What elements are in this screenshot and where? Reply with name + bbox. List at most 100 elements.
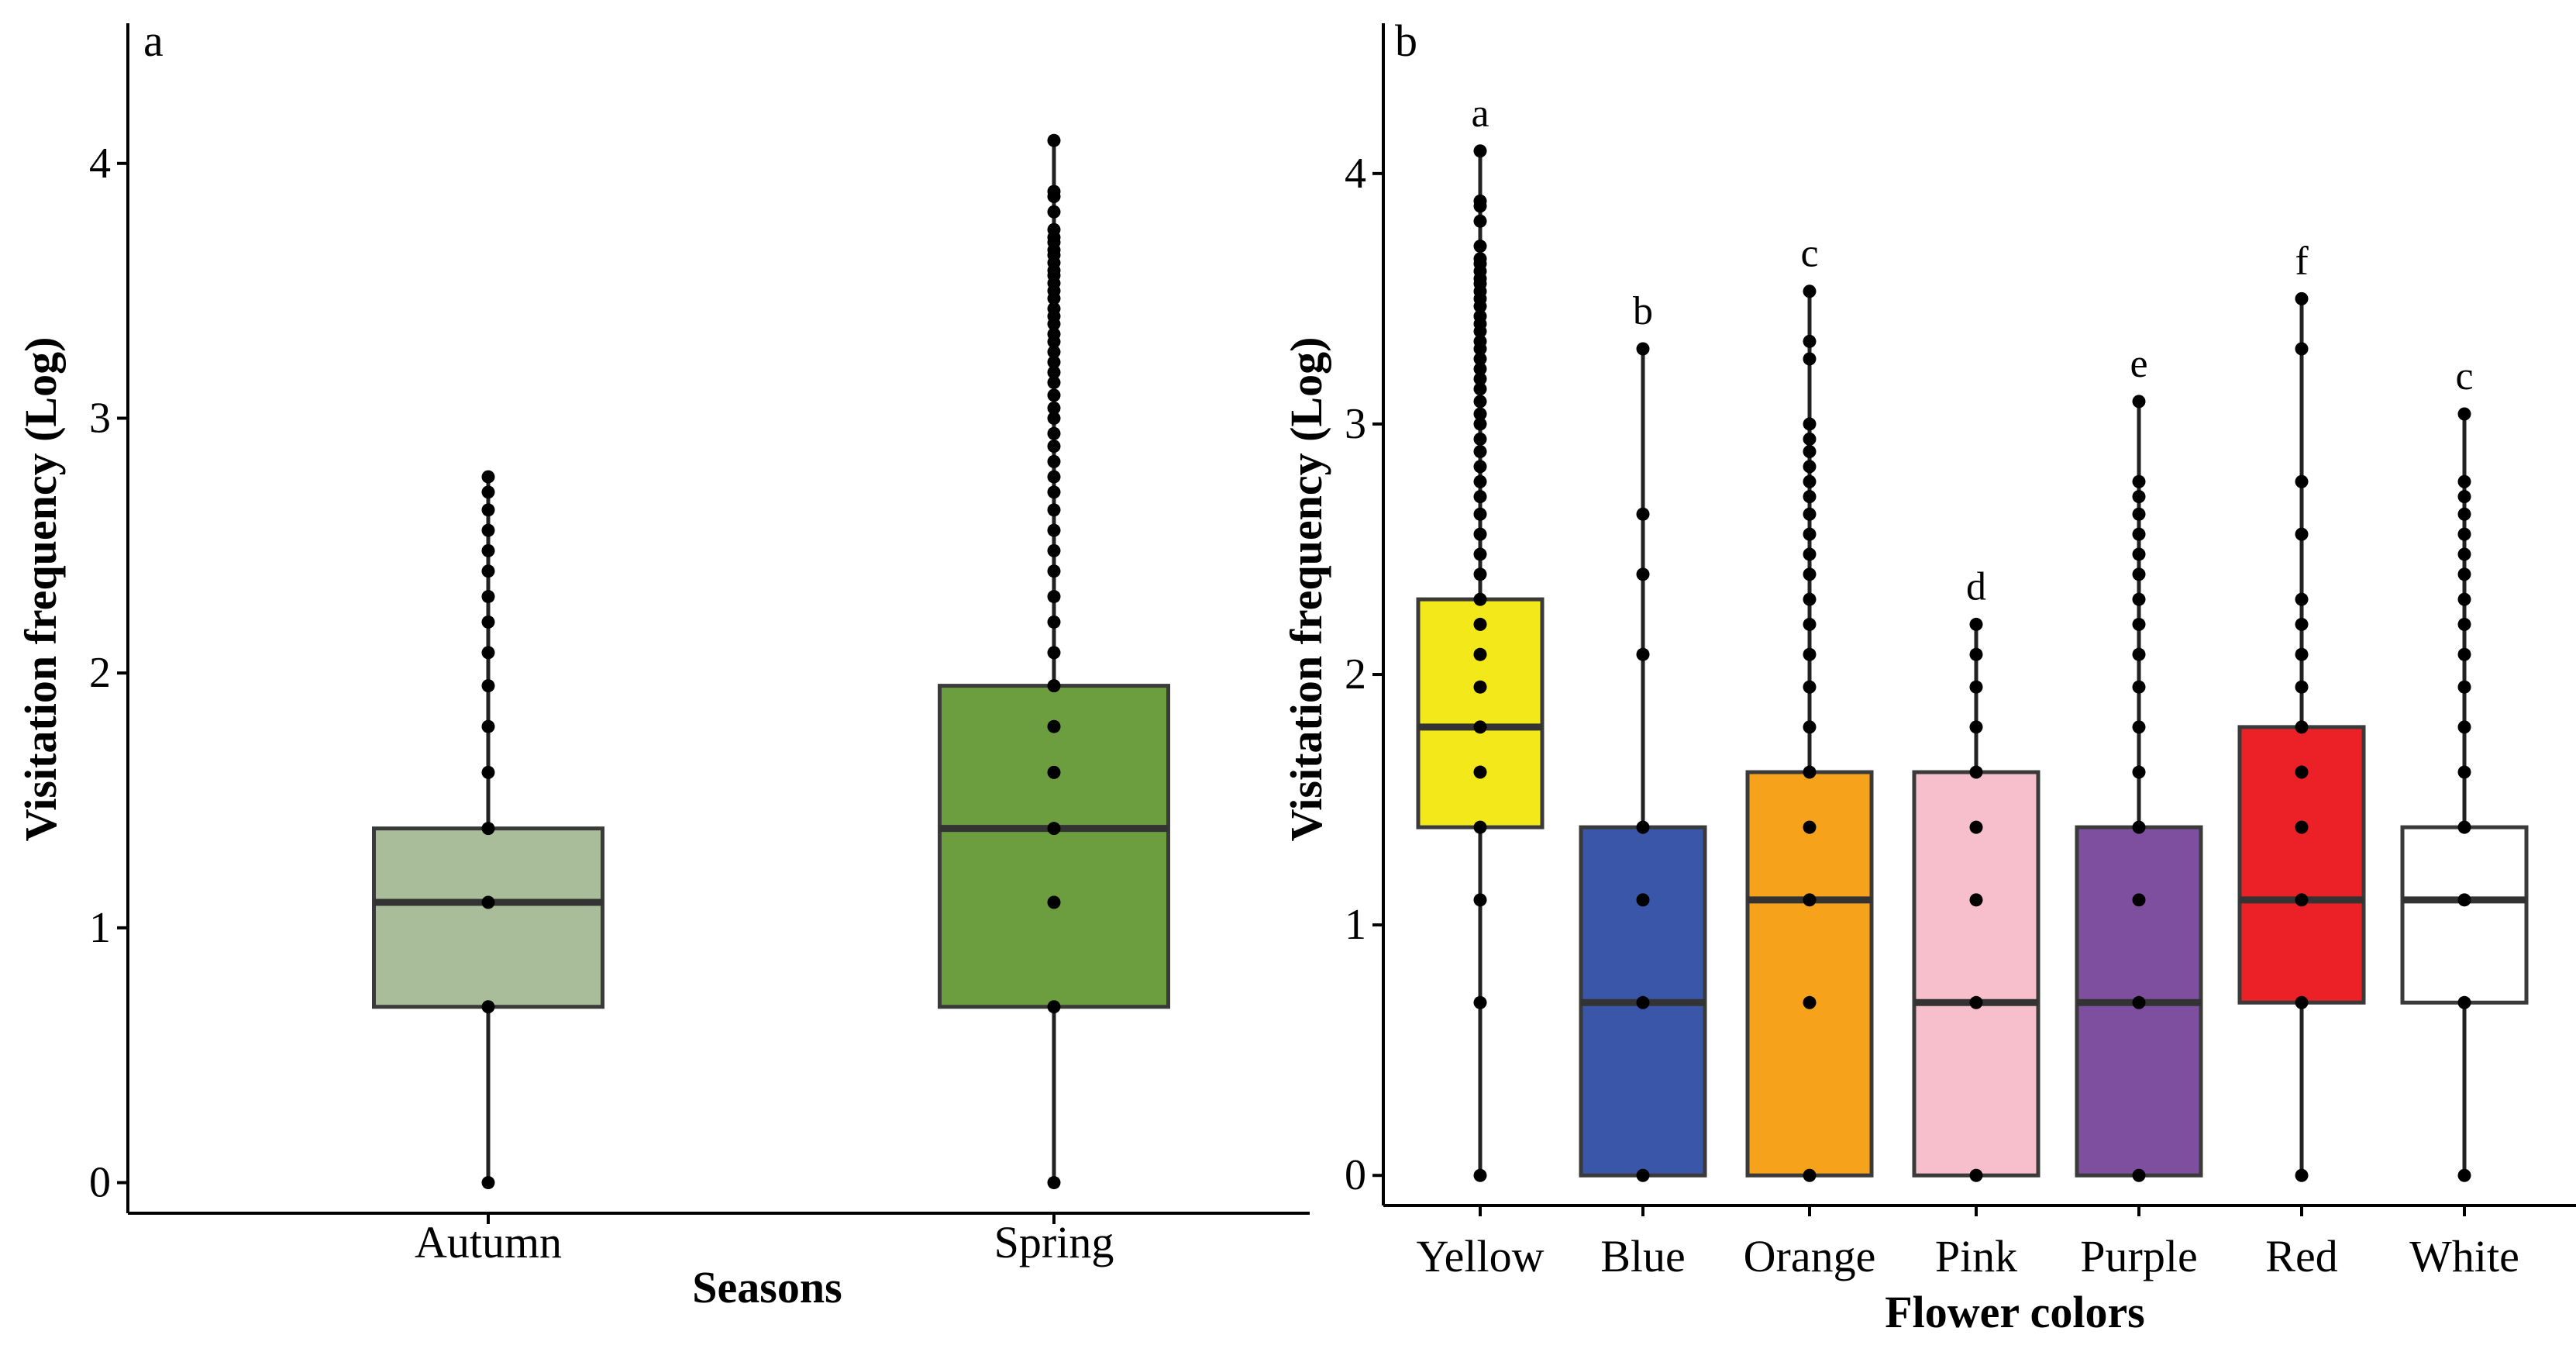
data-point xyxy=(1047,564,1061,578)
data-point xyxy=(1473,1168,1487,1182)
data-point xyxy=(1047,355,1061,369)
panel-a: a Visitation frequency (Log) Seasons 0 1 2… xyxy=(15,16,1310,1312)
data-point xyxy=(2132,592,2146,606)
data-point xyxy=(1047,426,1061,440)
data-point xyxy=(1473,432,1487,446)
data-point xyxy=(1047,1176,1061,1190)
data-point xyxy=(2457,720,2471,734)
data-point xyxy=(1969,995,1983,1009)
data-point xyxy=(2295,617,2309,631)
data-point xyxy=(2457,893,2471,907)
data-point xyxy=(2295,720,2309,734)
data-point xyxy=(1473,240,1487,253)
data-point xyxy=(1803,444,1817,458)
data-point xyxy=(1047,222,1061,236)
data-point xyxy=(1047,543,1061,557)
data-point xyxy=(1473,382,1487,396)
data-point xyxy=(1473,720,1487,734)
panel-a-label: a xyxy=(143,16,164,66)
data-point xyxy=(2132,567,2146,581)
data-point xyxy=(1047,185,1061,198)
data-point xyxy=(2295,291,2309,305)
data-point xyxy=(1047,765,1061,779)
data-point xyxy=(2457,407,2471,421)
significance-letter-yellow: a xyxy=(1471,91,1489,136)
data-point xyxy=(1803,507,1817,521)
y-tick-label: 2 xyxy=(89,649,111,697)
data-point xyxy=(481,615,495,629)
data-point xyxy=(2457,490,2471,504)
data-point xyxy=(1473,144,1487,158)
data-point xyxy=(1047,375,1061,389)
y-tick-label: 4 xyxy=(1345,150,1366,198)
panel-b: b Visitation frequency (Log) Flower colo… xyxy=(1281,16,2576,1337)
x-tick-label-blue: Blue xyxy=(1600,1231,1686,1281)
data-point xyxy=(1636,647,1650,661)
data-point xyxy=(1047,646,1061,660)
data-point xyxy=(2295,527,2309,541)
data-point xyxy=(1047,590,1061,604)
panel-b-label: b xyxy=(1395,16,1417,66)
data-point xyxy=(1969,680,1983,694)
data-point xyxy=(2295,647,2309,661)
data-point xyxy=(1047,895,1061,909)
data-point xyxy=(2132,395,2146,409)
data-point xyxy=(1047,365,1061,379)
data-point xyxy=(1047,302,1061,316)
data-point xyxy=(1473,527,1487,541)
data-point xyxy=(2457,765,2471,779)
data-point xyxy=(1803,765,1817,779)
data-point xyxy=(2132,507,2146,521)
data-point xyxy=(2295,680,2309,694)
y-tick-label: 1 xyxy=(89,904,111,952)
data-point xyxy=(2457,617,2471,631)
y-tick-label: 0 xyxy=(1345,1151,1366,1199)
data-point xyxy=(1636,995,1650,1009)
data-point xyxy=(1636,567,1650,581)
data-point xyxy=(2132,765,2146,779)
data-point xyxy=(2132,474,2146,488)
data-point xyxy=(1803,820,1817,834)
data-point xyxy=(1636,342,1650,356)
data-point xyxy=(2457,527,2471,541)
data-point xyxy=(1636,893,1650,907)
data-point xyxy=(1473,334,1487,348)
x-tick-label-white: White xyxy=(2409,1231,2519,1281)
data-point xyxy=(1803,334,1817,348)
data-point xyxy=(1803,285,1817,298)
data-point xyxy=(1473,214,1487,228)
data-point xyxy=(1969,617,1983,631)
data-point xyxy=(2295,820,2309,834)
box-yellow xyxy=(1416,597,1545,829)
data-point xyxy=(1473,647,1487,661)
data-point xyxy=(1969,820,1983,834)
x-tick-label-autumn: Autumn xyxy=(415,1217,562,1267)
data-point xyxy=(1803,352,1817,366)
y-tick-label: 3 xyxy=(89,394,111,442)
box-spring xyxy=(938,684,1170,1009)
data-point xyxy=(1047,411,1061,425)
data-point xyxy=(1636,507,1650,521)
data-point xyxy=(1803,647,1817,661)
data-point xyxy=(1473,352,1487,366)
data-point xyxy=(481,1000,495,1014)
significance-letter-pink: d xyxy=(1966,564,1986,609)
data-point xyxy=(1047,470,1061,484)
data-point xyxy=(2295,893,2309,907)
x-tick-label-pink: Pink xyxy=(1935,1231,2017,1281)
data-point xyxy=(481,523,495,537)
data-point xyxy=(1969,647,1983,661)
data-point xyxy=(2132,680,2146,694)
data-point xyxy=(1473,893,1487,907)
data-point xyxy=(2132,820,2146,834)
data-point xyxy=(1803,547,1817,561)
significance-letter-red: f xyxy=(2295,239,2309,283)
data-point xyxy=(481,590,495,604)
x-tick-label-yellow: Yellow xyxy=(1417,1231,1545,1281)
data-point xyxy=(1473,820,1487,834)
data-point xyxy=(2295,1168,2309,1182)
data-point xyxy=(1803,592,1817,606)
significance-letter-blue: b xyxy=(1633,289,1653,333)
data-point xyxy=(1473,194,1487,208)
data-point xyxy=(2132,647,2146,661)
